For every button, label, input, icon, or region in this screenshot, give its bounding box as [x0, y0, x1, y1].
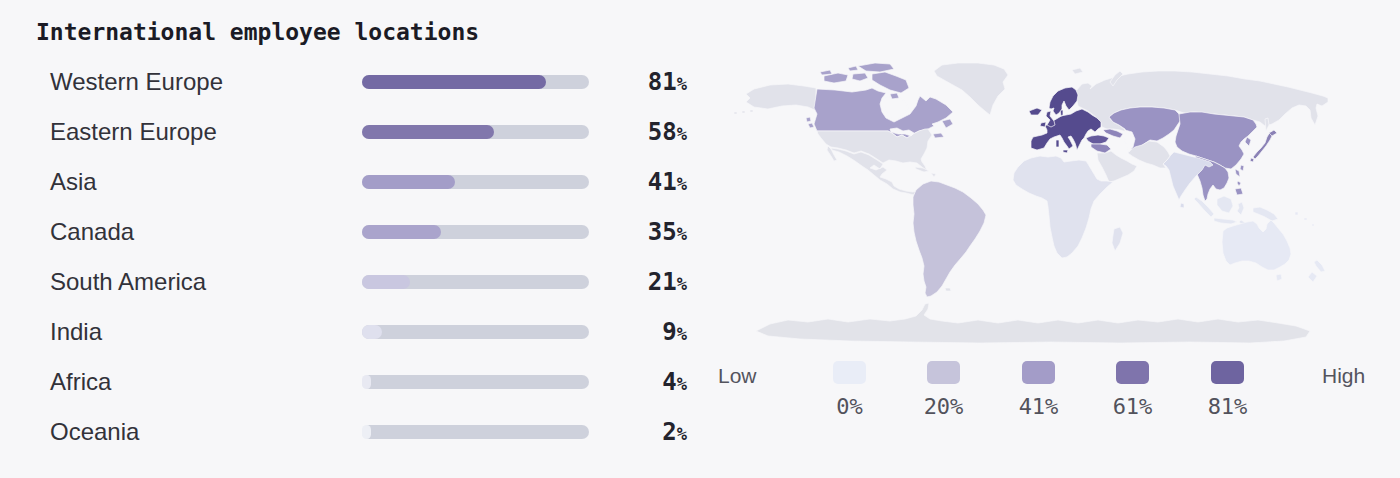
bar-value: 58% [648, 118, 687, 146]
bar-track [362, 375, 589, 389]
bar-value: 4% [662, 368, 687, 396]
map-region-vancouver-island [806, 117, 814, 128]
map-region-sicily [1063, 150, 1068, 153]
bar-value: 35% [648, 218, 687, 246]
bar-row-label: Asia [50, 168, 97, 196]
bar-value: 2% [662, 418, 687, 446]
bar-value: 9% [662, 318, 687, 346]
bar-row: Asia 41% [50, 157, 687, 207]
bar-fill [362, 375, 371, 389]
map-region-turkey [1086, 135, 1109, 144]
legend-swatch [1022, 361, 1055, 384]
map-region-pacific-islands [1295, 212, 1314, 226]
map-region-japan [1253, 132, 1273, 159]
legend-swatch-label: 61% [1096, 394, 1169, 419]
map-region-kyushu [1250, 158, 1254, 162]
map-region-hispaniola [931, 173, 936, 177]
bar-track [362, 425, 589, 439]
bar-track [362, 125, 589, 139]
legend-swatch-label: 0% [813, 394, 886, 419]
map-region-tasmania [1276, 274, 1282, 281]
map-region-indonesia [1194, 196, 1278, 225]
map-region-new-zealand [1308, 260, 1325, 282]
map-region-hudson-bay [884, 96, 908, 118]
map-region-canada [814, 88, 953, 138]
legend-swatch [1211, 361, 1244, 384]
bar-row: Africa 4% [50, 357, 687, 407]
map-region-cuba [915, 167, 929, 172]
bar-fill [362, 325, 382, 339]
map-region-australia [1222, 220, 1291, 270]
bar-row: Eastern Europe 58% [50, 107, 687, 157]
bar-track [362, 225, 589, 239]
map-region-taiwan [1240, 165, 1244, 171]
bar-row: India 9% [50, 307, 687, 357]
legend-swatch [927, 361, 960, 384]
legend-low-label: Low [718, 364, 757, 388]
legend-swatch [1116, 361, 1149, 384]
map-region-uk [1046, 111, 1055, 127]
bar-row-label: Western Europe [50, 68, 223, 96]
bar-track [362, 75, 589, 89]
map-region-africa [1013, 156, 1113, 258]
bar-fill [362, 425, 371, 439]
legend-swatch-label: 20% [907, 394, 980, 419]
map-region-south-america [913, 181, 986, 297]
bar-row: South America 21% [50, 257, 687, 307]
legend-swatch [833, 361, 866, 384]
bar-row-label: India [50, 318, 102, 346]
bar-row-label: Oceania [50, 418, 139, 446]
world-map [720, 62, 1332, 344]
legend-swatch-label: 41% [1002, 394, 1075, 419]
bar-track [362, 275, 589, 289]
map-region-ireland [1040, 122, 1046, 127]
bar-row-label: Eastern Europe [50, 118, 217, 146]
map-region-aleutians [734, 110, 753, 114]
bar-row: Oceania 2% [50, 407, 687, 457]
map-region-sardinia [1056, 140, 1059, 147]
bar-row-label: Africa [50, 368, 111, 396]
map-region-svalbard [1072, 68, 1083, 74]
chart-title: International employee locations [36, 19, 479, 45]
bar-row-label: South America [50, 268, 206, 296]
bar-fill [362, 125, 494, 139]
bar-row-label: Canada [50, 218, 134, 246]
map-region-europe [1031, 109, 1101, 150]
map-region-philippines [1235, 169, 1243, 195]
map-region-korea [1245, 137, 1251, 146]
bar-row: Western Europe 81% [50, 57, 687, 107]
map-region-sri-lanka [1180, 203, 1184, 208]
bar-value: 41% [648, 168, 687, 196]
bar-row: Canada 35% [50, 207, 687, 257]
bar-chart: Western Europe 81% Eastern Europe 58% Asia 41… [50, 57, 687, 457]
legend-high-label: High [1322, 364, 1365, 388]
map-region-scandinavia [1049, 87, 1078, 115]
map-region-iceland [1029, 108, 1042, 115]
bar-fill [362, 275, 410, 289]
bar-fill [362, 175, 455, 189]
legend-swatch-label: 81% [1191, 394, 1264, 419]
map-legend: Low 0% 20% 41% 61% 81% High [718, 358, 1378, 418]
bar-fill [362, 75, 546, 89]
bar-fill [362, 225, 441, 239]
bar-track [362, 175, 589, 189]
map-region-nova-scotia [933, 133, 944, 138]
map-region-falkland [945, 288, 951, 291]
bar-value: 21% [648, 268, 687, 296]
bar-track [362, 325, 589, 339]
map-region-newfoundland [942, 119, 953, 128]
bar-value: 81% [648, 68, 687, 96]
map-region-madagascar [1112, 227, 1123, 251]
map-region-sakhalin [1265, 118, 1269, 131]
map-region-antarctica [756, 303, 1310, 343]
